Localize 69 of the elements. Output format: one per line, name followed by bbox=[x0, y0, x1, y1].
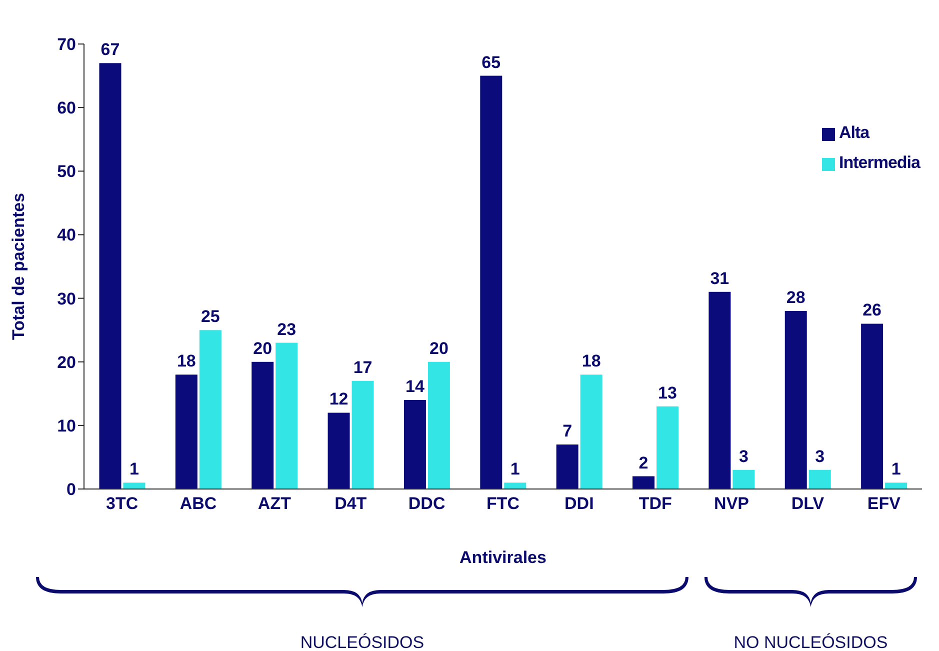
data-label: 20 bbox=[253, 338, 272, 358]
bar bbox=[428, 362, 450, 489]
data-label: 1 bbox=[891, 460, 901, 479]
y-tick-label: 20 bbox=[57, 352, 76, 372]
x-tick-label: 3TC bbox=[106, 494, 138, 514]
data-label: 2 bbox=[638, 453, 648, 472]
bar bbox=[504, 482, 526, 489]
x-axis-title: Antivirales bbox=[460, 548, 546, 567]
x-tick-label: D4T bbox=[334, 494, 368, 514]
x-tick-label: EFV bbox=[867, 494, 902, 514]
bar bbox=[784, 311, 807, 489]
data-label: 23 bbox=[277, 320, 296, 339]
y-tick-label: 10 bbox=[57, 416, 76, 436]
text: NUCLEÓSIDOS bbox=[300, 633, 424, 651]
data-label: 1 bbox=[510, 460, 520, 479]
bar bbox=[199, 330, 222, 489]
bar bbox=[708, 292, 731, 489]
x-tick-label: DDC bbox=[408, 494, 446, 514]
data-label: 17 bbox=[353, 358, 372, 377]
y-tick-label: 0 bbox=[66, 480, 76, 500]
bar bbox=[556, 444, 578, 489]
bar bbox=[808, 470, 831, 489]
legend-label: Alta bbox=[839, 123, 870, 142]
bar bbox=[861, 324, 884, 489]
bar bbox=[352, 380, 374, 489]
y-tick-label: 60 bbox=[57, 98, 76, 118]
legend-label: Intermedia bbox=[839, 153, 920, 172]
data-label: 18 bbox=[176, 352, 196, 371]
x-tick-label: TDF bbox=[638, 494, 672, 514]
bar bbox=[404, 400, 426, 489]
y-axis-title: Total de pacientes bbox=[9, 192, 28, 340]
y-tick-label: 70 bbox=[57, 35, 76, 54]
data-label: 13 bbox=[658, 383, 677, 402]
y-tick-label: 30 bbox=[57, 289, 76, 308]
data-label: 20 bbox=[430, 338, 448, 358]
data-label: 31 bbox=[710, 268, 730, 288]
bar bbox=[328, 412, 350, 489]
bar bbox=[175, 374, 198, 489]
bar bbox=[632, 476, 655, 489]
x-tick-label: NVP bbox=[714, 494, 750, 514]
text: NO NUCLEÓSIDOS bbox=[734, 633, 888, 651]
data-label: 12 bbox=[329, 390, 348, 409]
data-label: 18 bbox=[582, 352, 601, 371]
data-label: 25 bbox=[200, 307, 220, 326]
data-label: 3 bbox=[738, 446, 748, 466]
bar bbox=[732, 470, 755, 489]
data-label: 7 bbox=[562, 422, 572, 440]
x-tick-label: DDI bbox=[564, 494, 594, 514]
bar bbox=[580, 374, 602, 489]
data-label: 67 bbox=[100, 40, 120, 60]
y-tick-label: 40 bbox=[57, 226, 76, 245]
x-tick-label: ABC bbox=[180, 494, 217, 514]
data-label: 14 bbox=[406, 377, 425, 396]
x-tick-label: AZT bbox=[258, 494, 292, 514]
y-tick-label: 50 bbox=[57, 162, 76, 182]
bar bbox=[252, 362, 274, 489]
x-tick-label: FTC bbox=[486, 494, 520, 514]
bar bbox=[276, 342, 298, 489]
data-label: 28 bbox=[786, 288, 806, 307]
bar bbox=[480, 76, 502, 489]
bar bbox=[656, 406, 679, 489]
data-label: 3 bbox=[815, 446, 825, 466]
data-label: 1 bbox=[130, 460, 139, 479]
bar bbox=[885, 482, 908, 489]
data-label: 65 bbox=[482, 52, 501, 72]
bar bbox=[123, 482, 146, 489]
bar bbox=[99, 63, 122, 489]
data-label: 26 bbox=[862, 300, 882, 320]
x-tick-label: DLV bbox=[791, 494, 825, 514]
